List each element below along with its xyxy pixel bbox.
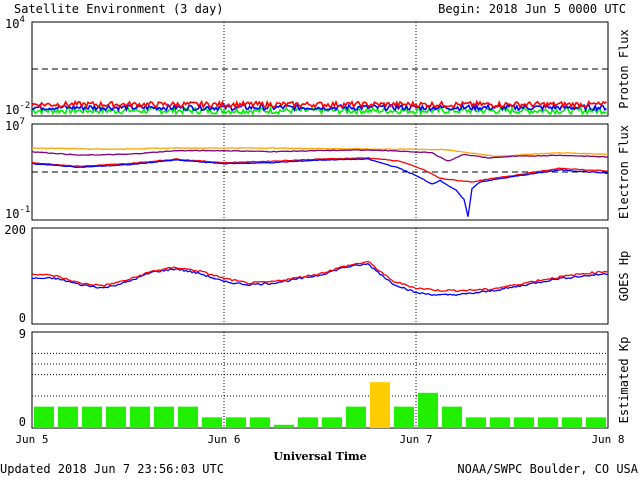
x-tick-label: Jun 7	[399, 433, 432, 446]
electron-blue-line	[31, 158, 609, 217]
y-tick-label: 10-2	[5, 101, 30, 117]
kp-bar	[538, 417, 558, 428]
x-tick-label: Jun 6	[207, 433, 240, 446]
updated-timestamp: Updated 2018 Jun 7 23:56:03 UTC	[0, 462, 224, 476]
proton-red-line	[31, 99, 607, 110]
y-axis-label: GOES Hp	[617, 251, 631, 302]
y-tick-label: 0	[19, 311, 26, 325]
y-tick-label: 10-1	[5, 205, 30, 221]
kp-bar	[226, 417, 246, 428]
kp-bar	[106, 406, 126, 428]
credit-label: NOAA/SWPC Boulder, CO USA	[457, 462, 638, 476]
y-tick-label: 107	[5, 117, 25, 133]
kp-bar	[466, 417, 486, 428]
panel-frames	[31, 21, 609, 429]
hp-blue-line	[31, 262, 609, 297]
kp-bar	[394, 406, 414, 428]
kp-bar	[178, 406, 198, 428]
chart-title: Satellite Environment (3 day)	[14, 2, 224, 16]
x-axis-label: Universal Time	[273, 450, 366, 463]
y-tick-label: 104	[5, 15, 25, 31]
electron-purple-line	[31, 149, 609, 162]
kp-bar	[250, 417, 270, 428]
chart-labels: 104 10-2 Proton Flux 107 10-1 Electron Flux 20…	[4, 15, 631, 446]
kp-bar	[346, 406, 366, 428]
kp-bar	[58, 406, 78, 428]
kp-bar	[322, 417, 342, 428]
kp-bar	[418, 392, 438, 428]
electron-orange-line	[31, 147, 609, 158]
kp-bar	[562, 417, 582, 428]
x-tick-label: Jun 8	[591, 433, 624, 446]
kp-bar	[514, 417, 534, 428]
kp-bar	[130, 406, 150, 428]
panel-frame	[31, 331, 609, 429]
hp-red-line	[31, 260, 609, 292]
y-tick-label: 200	[4, 223, 26, 237]
kp-bar	[490, 417, 510, 428]
panel-frame	[31, 227, 609, 325]
y-tick-label: 9	[19, 327, 26, 341]
begin-time: Begin: 2018 Jun 5 0000 UTC	[438, 2, 626, 16]
kp-bar	[82, 406, 102, 428]
kp-bar	[298, 417, 318, 428]
kp-bar	[442, 406, 462, 428]
electron-red-line	[31, 157, 609, 183]
y-axis-label: Electron Flux	[617, 125, 631, 219]
x-tick-label: Jun 5	[15, 433, 48, 446]
panel-grid	[32, 22, 608, 428]
kp-bar	[586, 417, 606, 428]
kp-bar	[274, 424, 294, 428]
panel-frame	[31, 123, 609, 221]
chart-marks	[31, 68, 609, 428]
kp-bar	[202, 417, 222, 428]
kp-bar	[154, 406, 174, 428]
kp-bar	[34, 406, 54, 428]
y-tick-label: 0	[19, 415, 26, 429]
y-axis-label: Proton Flux	[617, 29, 631, 108]
kp-bar	[370, 382, 390, 428]
y-axis-label: Estimated Kp	[617, 337, 631, 424]
